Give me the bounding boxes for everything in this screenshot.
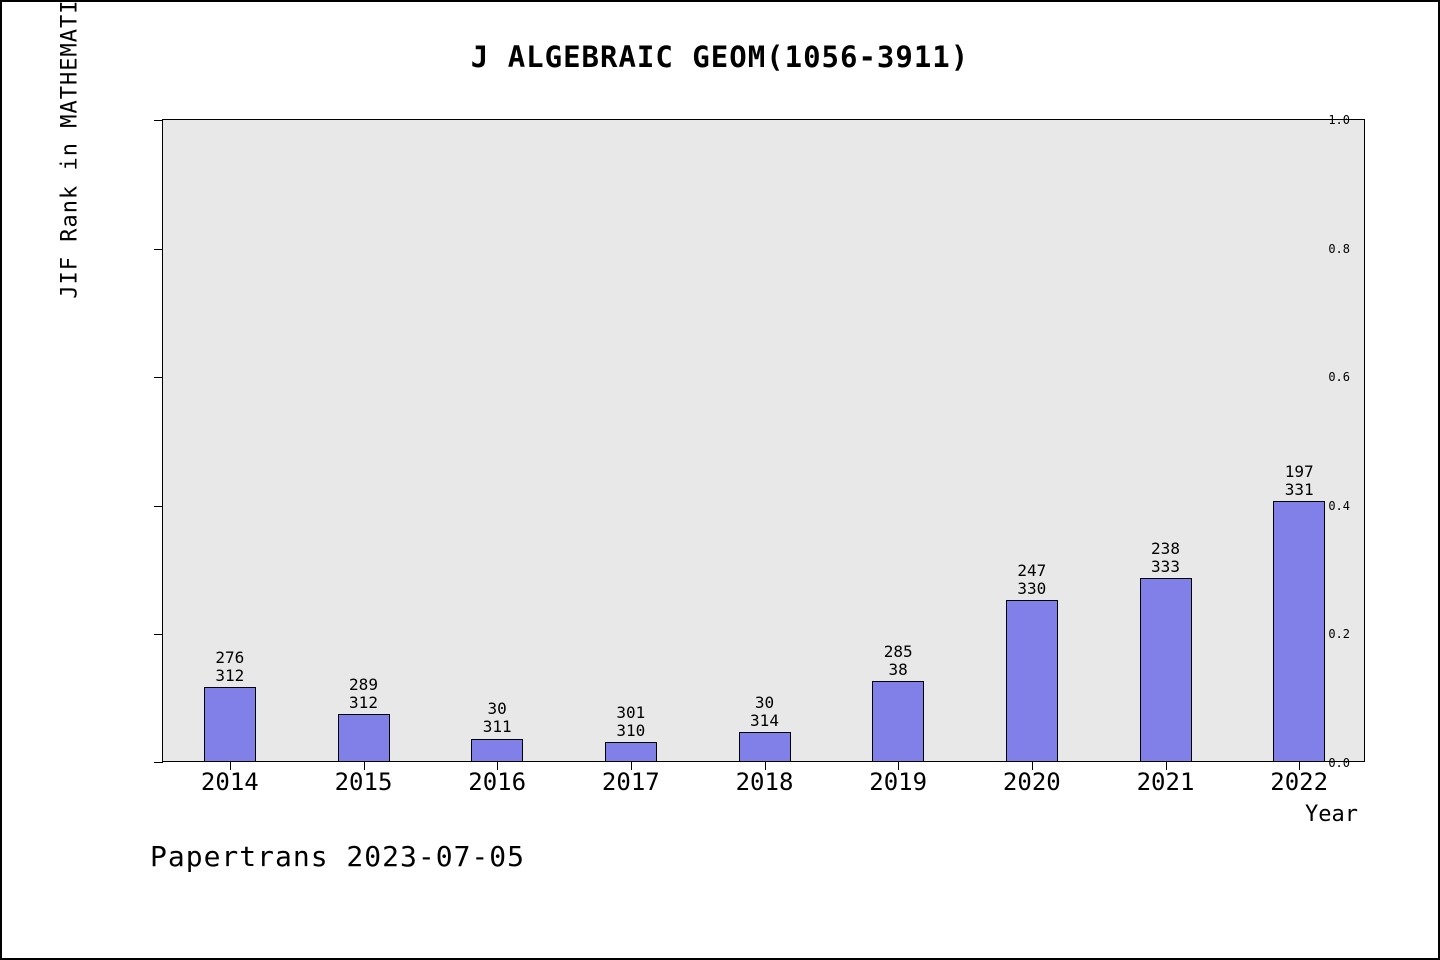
- bar-label-rank: 197: [1284, 461, 1314, 481]
- x-axis-tick-label: 2019: [869, 768, 928, 796]
- bar-label-2019: 285 38: [883, 641, 913, 679]
- x-axis-tick-label: 2021: [1136, 768, 1195, 796]
- bar-label-2018: 30 314: [750, 694, 779, 730]
- x-axis-tick: [229, 761, 231, 770]
- bar-2022: [1273, 500, 1326, 761]
- y-axis-tick: [154, 634, 163, 636]
- y-axis-tick: [154, 505, 163, 507]
- footer-watermark: Papertrans 2023-07-05: [150, 840, 526, 873]
- x-axis-tick-label: 2015: [334, 768, 393, 796]
- bar-label-2015: 289 312: [349, 676, 378, 712]
- bar-2020: [1005, 600, 1058, 761]
- bar-2015: [337, 714, 390, 761]
- x-axis-tick-label: 2022: [1270, 768, 1329, 796]
- x-axis-tick: [630, 761, 632, 770]
- x-axis-tick: [363, 761, 365, 770]
- bar-label-rank: 30: [754, 693, 775, 713]
- x-axis-tick-label: 2020: [1002, 768, 1061, 796]
- bar-label-total: 38: [888, 659, 908, 679]
- x-axis-tick: [764, 761, 766, 770]
- bar-label-2017: 301 310: [616, 704, 645, 740]
- plot-area: 0.0 0.2 0.4 0.6 0.8 1.0 2014 276 312 2015 289 312 20…: [154, 113, 1365, 796]
- y-axis-tick-label: 0.0: [1328, 756, 1350, 770]
- y-axis-tick: [154, 377, 163, 379]
- x-axis-tick: [497, 761, 499, 770]
- y-axis-tick-label: 0.8: [1328, 241, 1350, 256]
- x-axis-tick: [1299, 761, 1301, 770]
- x-axis-tick: [1031, 761, 1033, 770]
- y-axis-tick-label: 0.4: [1328, 498, 1350, 513]
- bar-label-2016: 30 311: [483, 700, 512, 736]
- bar-label-total: 314: [750, 711, 779, 731]
- bar-label-total: 311: [482, 717, 512, 737]
- bar-2018: [738, 732, 791, 761]
- y-axis-tick-label: 1.0: [1328, 113, 1350, 127]
- bar-label-total: 330: [1017, 579, 1047, 599]
- x-axis-tick: [898, 761, 900, 770]
- y-axis-tick: [154, 248, 163, 250]
- bar-2016: [471, 738, 524, 761]
- y-axis-title: JIF Rank in MATHEMATICS: [57, 0, 83, 299]
- bar-2017: [604, 742, 657, 761]
- bar-label-rank: 289: [349, 675, 378, 695]
- bar-2019: [872, 680, 925, 761]
- bar-label-2020: 247 330: [1017, 562, 1046, 598]
- bar-label-total: 312: [349, 693, 378, 713]
- x-axis-tick: [1165, 761, 1167, 770]
- y-axis-tick: [154, 762, 163, 763]
- x-axis-tick-label: 2016: [468, 768, 527, 796]
- bar-label-rank: 285: [883, 641, 913, 661]
- bar-label-rank: 247: [1017, 561, 1047, 581]
- y-axis-tick-label: 0.6: [1328, 370, 1350, 385]
- bar-label-rank: 276: [215, 648, 245, 668]
- bar-2014: [203, 687, 256, 761]
- bar-label-2022: 197 331: [1284, 461, 1314, 499]
- x-axis-tick-label: 2014: [200, 768, 259, 796]
- chart-title: J ALGEBRAIC GEOM(1056-3911): [470, 40, 970, 74]
- y-axis-tick-label: 0.2: [1328, 627, 1350, 642]
- bar-label-total: 310: [616, 721, 646, 741]
- bar-label-rank: 30: [487, 699, 507, 719]
- y-axis-tick: [154, 120, 163, 121]
- x-axis-tick-label: 2017: [601, 768, 660, 796]
- bar-label-total: 331: [1284, 479, 1314, 499]
- bar-label-rank: 301: [616, 703, 646, 723]
- bar-2021: [1139, 577, 1192, 761]
- x-axis-tick-label: 2018: [735, 768, 794, 796]
- bar-label-rank: 238: [1151, 538, 1180, 558]
- bar-label-2021: 238 333: [1151, 538, 1180, 576]
- bar-label-2014: 276 312: [215, 649, 244, 685]
- bar-label-total: 333: [1151, 556, 1180, 576]
- x-axis-title: Year: [1305, 802, 1358, 827]
- bar-label-total: 312: [215, 666, 245, 686]
